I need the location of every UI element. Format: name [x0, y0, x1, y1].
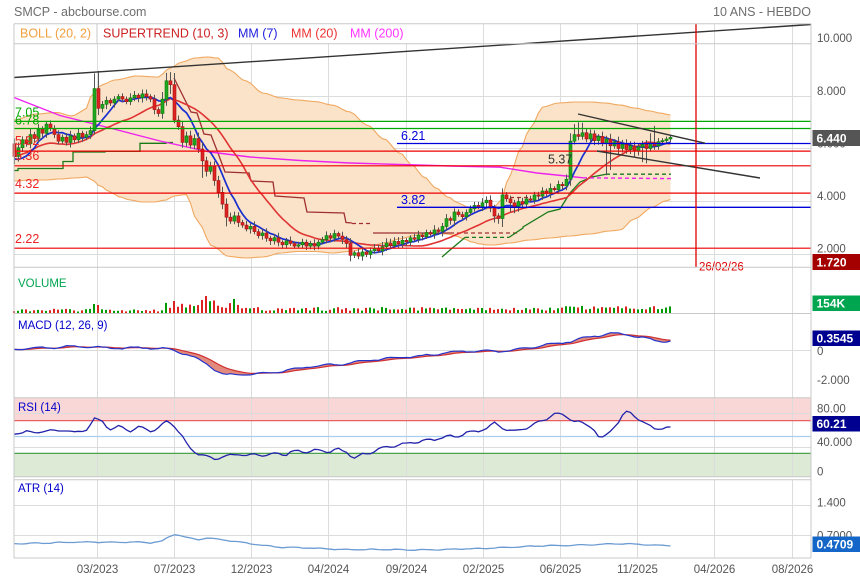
- svg-text:0.3545: 0.3545: [817, 331, 854, 345]
- svg-text:04/2024: 04/2024: [308, 564, 350, 576]
- svg-text:11/2025: 11/2025: [617, 564, 658, 576]
- svg-text:09/2024: 09/2024: [386, 564, 428, 576]
- svg-text:RSI (14): RSI (14): [18, 402, 61, 414]
- svg-text:10 ANS - HEBDO: 10 ANS - HEBDO: [713, 5, 811, 19]
- svg-text:06/2025: 06/2025: [540, 564, 582, 576]
- svg-text:ATR (14): ATR (14): [18, 483, 64, 495]
- svg-text:SMCP - abcbourse.com: SMCP - abcbourse.com: [14, 5, 146, 19]
- svg-text:0.4709: 0.4709: [817, 537, 854, 551]
- svg-text:40.000: 40.000: [817, 437, 852, 449]
- svg-text:08/2026: 08/2026: [772, 564, 814, 576]
- svg-text:12/2023: 12/2023: [231, 564, 273, 576]
- svg-text:0: 0: [817, 346, 823, 358]
- svg-text:MM (200): MM (200): [350, 27, 403, 41]
- svg-text:MACD (12, 26, 9): MACD (12, 26, 9): [18, 320, 108, 332]
- svg-text:04/2026: 04/2026: [694, 564, 736, 576]
- svg-text:80.00: 80.00: [817, 404, 846, 416]
- svg-text:SUPERTREND (10, 3): SUPERTREND (10, 3): [103, 27, 229, 41]
- svg-text:0: 0: [817, 467, 823, 479]
- svg-text:5.92: 5.92: [15, 134, 39, 148]
- svg-text:6.21: 6.21: [401, 129, 425, 143]
- svg-text:6.78: 6.78: [15, 114, 39, 128]
- svg-text:BOLL (20, 2): BOLL (20, 2): [20, 27, 91, 41]
- svg-text:154K: 154K: [817, 296, 846, 310]
- svg-text:07/2023: 07/2023: [154, 564, 196, 576]
- svg-text:2.22: 2.22: [15, 232, 39, 246]
- svg-text:8.000: 8.000: [817, 86, 846, 98]
- svg-text:6.440: 6.440: [817, 131, 847, 145]
- svg-text:03/2023: 03/2023: [77, 564, 119, 576]
- svg-text:3.82: 3.82: [401, 193, 425, 207]
- svg-text:5.37: 5.37: [548, 153, 572, 167]
- svg-text:10.000: 10.000: [817, 33, 852, 45]
- svg-text:MM (7): MM (7): [238, 27, 278, 41]
- svg-text:5.36: 5.36: [15, 149, 39, 163]
- svg-text:-2.000: -2.000: [817, 375, 850, 387]
- svg-text:2.000: 2.000: [817, 244, 846, 256]
- svg-text:MM (20): MM (20): [291, 27, 338, 41]
- svg-text:1.720: 1.720: [817, 255, 847, 269]
- svg-text:02/2025: 02/2025: [463, 564, 505, 576]
- svg-text:4.000: 4.000: [817, 191, 846, 203]
- svg-text:1.400: 1.400: [817, 498, 846, 510]
- svg-text:4.32: 4.32: [15, 177, 39, 191]
- svg-text:60.21: 60.21: [817, 417, 847, 431]
- svg-text:VOLUME: VOLUME: [18, 278, 67, 290]
